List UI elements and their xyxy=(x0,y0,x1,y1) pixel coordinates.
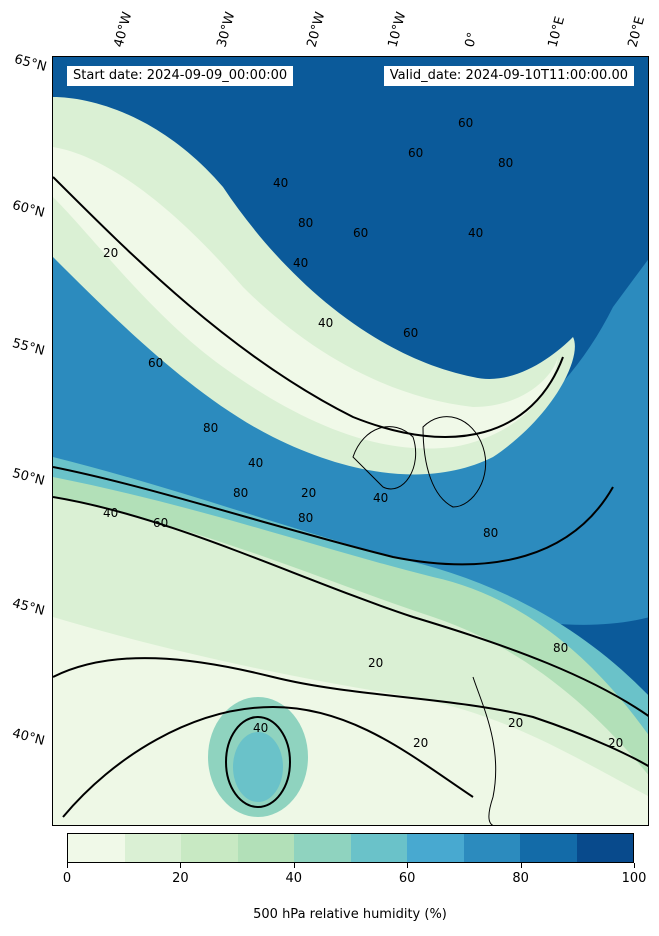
colorbar-tick-label: 80 xyxy=(512,871,529,886)
colorbar-tick xyxy=(180,863,182,868)
lon-label: 20°W xyxy=(304,10,329,49)
contour-label: 40 xyxy=(248,456,263,470)
colorbar-tick xyxy=(634,863,635,868)
colorbar-segment xyxy=(68,834,125,862)
lat-label: 60°N xyxy=(10,198,47,221)
contour-label: 20 xyxy=(368,656,383,670)
lat-label: 55°N xyxy=(10,336,47,359)
colorbar xyxy=(67,833,634,863)
valid-date-label: Valid_date: 2024-09-10T11:00:00.00 xyxy=(383,66,634,86)
contour-label: 60 xyxy=(353,226,368,240)
contour-label: 80 xyxy=(483,526,498,540)
colorbar-segment xyxy=(463,834,520,862)
colorbar-tick xyxy=(407,863,409,868)
lat-label: 45°N xyxy=(10,596,47,619)
contour-label: 20 xyxy=(103,246,118,260)
contour-label: 60 xyxy=(458,116,473,130)
lat-label: 50°N xyxy=(10,466,47,489)
contour-lines xyxy=(53,176,648,818)
contour-label: 60 xyxy=(153,516,168,530)
contour-label: 80 xyxy=(233,486,248,500)
contour-label: 60 xyxy=(148,356,163,370)
colorbar-segment xyxy=(181,834,238,862)
colorbar-segment xyxy=(237,834,294,862)
lat-label: 40°N xyxy=(10,726,47,749)
contour-label: 80 xyxy=(553,641,568,655)
contour-label: 40 xyxy=(293,256,308,270)
contour-label: 20 xyxy=(508,716,523,730)
contour-label: 80 xyxy=(298,216,313,230)
contour-label-group: 20 20 20 20 20 20 40 40 40 40 40 40 40 4… xyxy=(103,116,623,750)
colorbar-title: 500 hPa relative humidity (%) xyxy=(253,907,447,922)
lon-label: 30°W xyxy=(214,10,239,49)
contour-label: 40 xyxy=(373,491,388,505)
colorbar-tick xyxy=(67,863,68,868)
contour-label: 60 xyxy=(408,146,423,160)
colorbar-segment xyxy=(520,834,577,862)
colorbar-tick xyxy=(293,863,295,868)
lon-label: 20°E xyxy=(625,14,649,50)
contour-label: 80 xyxy=(498,156,513,170)
lon-label: 40°W xyxy=(111,10,136,49)
colorbar-segment xyxy=(576,834,633,862)
contour-label: 20 xyxy=(413,736,428,750)
colorbar-tick xyxy=(520,863,522,868)
colorbar-tick-label: 40 xyxy=(285,871,303,886)
contour-label: 40 xyxy=(253,721,268,735)
dry-region-south xyxy=(53,617,648,825)
colorbar-segment xyxy=(407,834,464,862)
colorbar-segment xyxy=(124,834,181,862)
humidity-map: 20 20 20 20 20 20 40 40 40 40 40 40 40 4… xyxy=(53,57,648,825)
contour-label: 80 xyxy=(298,511,313,525)
colorbar-tick-label: 0 xyxy=(62,871,72,886)
colorbar-tick-label: 100 xyxy=(621,871,647,886)
contour-label: 20 xyxy=(301,486,316,500)
contour-label: 60 xyxy=(403,326,418,340)
lon-label: 0° xyxy=(462,30,481,49)
lon-label: 10°E xyxy=(545,14,569,50)
coastlines xyxy=(352,416,497,825)
contour-label: 40 xyxy=(468,226,483,240)
contour-label: 40 xyxy=(318,316,333,330)
colorbar-segment xyxy=(294,834,351,862)
contour-label: 40 xyxy=(103,506,118,520)
lat-label: 65°N xyxy=(12,52,49,75)
lon-label: 10°W xyxy=(385,10,410,49)
dry-core-north xyxy=(53,147,558,449)
contour-label: 80 xyxy=(203,421,218,435)
start-date-label: Start date: 2024-09-09_00:00:00 xyxy=(67,66,294,86)
colorbar-tick-label: 20 xyxy=(172,871,189,886)
colorbar-segment xyxy=(350,834,407,862)
dry-tongue-north xyxy=(53,97,575,475)
colorbar-tick-label: 60 xyxy=(398,871,416,886)
map-area: 20 20 20 20 20 20 40 40 40 40 40 40 40 4… xyxy=(52,56,649,826)
contour-label: 20 xyxy=(608,736,623,750)
humidity-blob-core xyxy=(233,732,283,802)
contour-label: 40 xyxy=(273,176,288,190)
